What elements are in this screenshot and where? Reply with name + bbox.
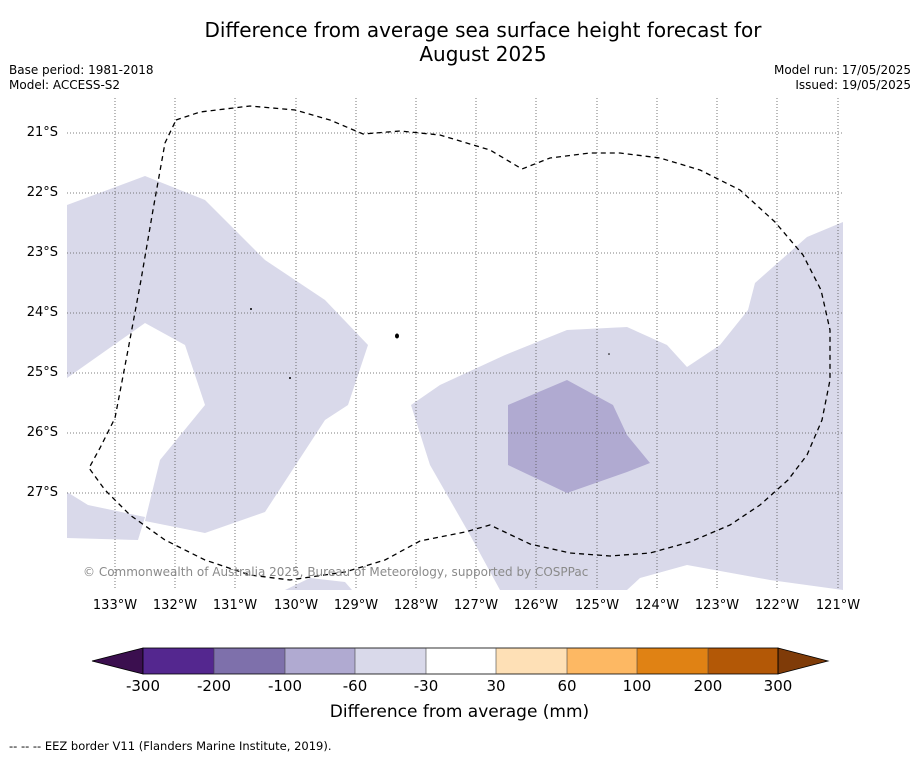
colorbar-tick: 60: [557, 677, 577, 695]
colorbar-tick: -60: [342, 677, 368, 695]
anomaly-region-core: [508, 380, 650, 493]
colorbar-tick: 100: [622, 677, 652, 695]
colorbar: [91, 647, 830, 675]
eez-footnote: -- -- -- EEZ border V11 (Flanders Marine…: [9, 739, 332, 753]
lon-label: 127°W: [453, 598, 499, 613]
lat-label: 27°S: [26, 485, 58, 500]
anomaly-region-east: [411, 222, 843, 590]
lat-label: 26°S: [26, 425, 58, 440]
colorbar-bin: [143, 648, 214, 674]
lat-label: 22°S: [26, 185, 58, 200]
lon-label: 131°W: [212, 598, 258, 613]
lat-label: 23°S: [26, 245, 58, 260]
colorbar-label: Difference from average (mm): [329, 702, 590, 722]
anomaly-region-southwest: [67, 492, 145, 540]
lat-label: 21°S: [26, 125, 58, 140]
colorbar-extend-max: [777, 647, 830, 675]
colorbar-bin: [708, 648, 778, 674]
base-period: Base period: 1981-2018: [9, 63, 154, 77]
chart-title: Difference from average sea surface heig…: [0, 18, 919, 66]
lon-label: 125°W: [574, 598, 620, 613]
lon-label: 123°W: [694, 598, 740, 613]
lon-label: 129°W: [333, 598, 379, 613]
colorbar-bin: [355, 648, 426, 674]
lon-label: 133°W: [92, 598, 138, 613]
title-line-1: Difference from average sea surface heig…: [204, 18, 762, 42]
lon-label: 126°W: [513, 598, 559, 613]
colorbar-bin: [567, 648, 637, 674]
anomaly-region-west: [67, 176, 368, 533]
colorbar-bin: [637, 648, 708, 674]
anomaly-region-south-patch: [285, 578, 352, 590]
copyright-notice: © Commonwealth of Australia 2025, Bureau…: [83, 565, 589, 579]
issued-date: Issued: 19/05/2025: [795, 78, 911, 92]
meta-left: Base period: 1981-2018 Model: ACCESS-S2: [9, 63, 154, 93]
colorbar-tick: -30: [413, 677, 439, 695]
colorbar-bin: [285, 648, 355, 674]
model-run: Model run: 17/05/2025: [773, 63, 911, 77]
title-line-2: August 2025: [419, 42, 547, 66]
colorbar-tick: -100: [267, 677, 303, 695]
colorbar-tick: 200: [693, 677, 723, 695]
lon-label: 122°W: [754, 598, 800, 613]
lon-label: 128°W: [393, 598, 439, 613]
meta-right: Model run: 17/05/2025 Issued: 19/05/2025: [774, 63, 911, 93]
lon-label: 124°W: [634, 598, 680, 613]
model-name: Model: ACCESS-S2: [9, 78, 121, 92]
colorbar-tick: -200: [196, 677, 232, 695]
colorbar-extend-min: [91, 647, 144, 675]
lat-label: 25°S: [26, 365, 58, 380]
islands: [250, 308, 610, 379]
lon-label: 121°W: [815, 598, 861, 613]
colorbar-bin: [214, 648, 285, 674]
colorbar-tick: -300: [125, 677, 161, 695]
colorbar-bin: [426, 648, 496, 674]
lon-label: 130°W: [273, 598, 319, 613]
lat-label: 24°S: [26, 305, 58, 320]
colorbar-tick: 30: [486, 677, 506, 695]
lon-label: 132°W: [152, 598, 198, 613]
eez-border: [88, 105, 831, 581]
graticule: [67, 98, 843, 590]
colorbar-tick: 300: [763, 677, 793, 695]
colorbar-bin: [496, 648, 567, 674]
